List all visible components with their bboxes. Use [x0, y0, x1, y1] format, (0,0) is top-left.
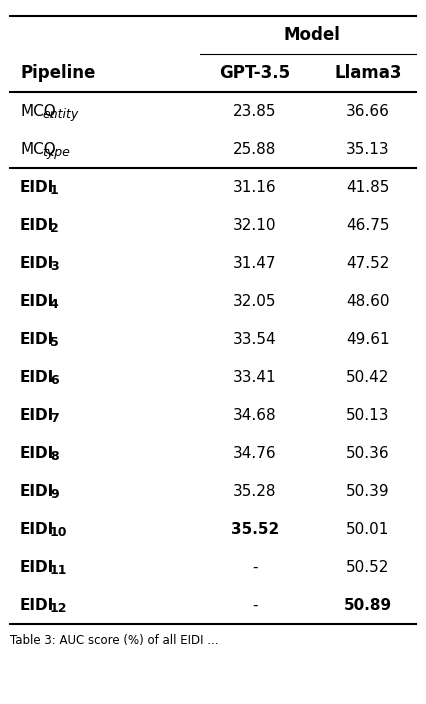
Text: 6: 6 — [50, 374, 58, 386]
Text: MCQ: MCQ — [20, 142, 56, 156]
Text: MCQ: MCQ — [20, 103, 56, 118]
Text: EIDI: EIDI — [20, 218, 54, 232]
Text: 50.39: 50.39 — [346, 484, 390, 498]
Text: -: - — [252, 560, 258, 574]
Text: GPT-3.5: GPT-3.5 — [219, 64, 291, 82]
Text: 2: 2 — [50, 222, 59, 234]
Text: 50.52: 50.52 — [346, 560, 390, 574]
Text: 12: 12 — [50, 602, 67, 615]
Text: EIDI: EIDI — [20, 484, 54, 498]
Text: EIDI: EIDI — [20, 332, 54, 346]
Text: Model: Model — [283, 26, 340, 44]
Text: 31.47: 31.47 — [233, 256, 277, 270]
Text: 5: 5 — [50, 336, 59, 348]
Text: 35.13: 35.13 — [346, 142, 390, 156]
Text: EIDI: EIDI — [20, 256, 54, 270]
Text: 50.42: 50.42 — [346, 370, 390, 384]
Text: EIDI: EIDI — [20, 180, 54, 194]
Text: EIDI: EIDI — [20, 294, 54, 308]
Text: 33.54: 33.54 — [233, 332, 277, 346]
Text: 48.60: 48.60 — [346, 294, 390, 308]
Text: 32.05: 32.05 — [233, 294, 277, 308]
Text: Pipeline: Pipeline — [20, 64, 95, 82]
Text: 35.28: 35.28 — [233, 484, 277, 498]
Text: 4: 4 — [50, 298, 59, 310]
Text: 50.01: 50.01 — [346, 522, 390, 536]
Text: type: type — [43, 146, 70, 158]
Text: 49.61: 49.61 — [346, 332, 390, 346]
Text: 32.10: 32.10 — [233, 218, 277, 232]
Text: -: - — [252, 598, 258, 612]
Text: EIDI: EIDI — [20, 522, 54, 536]
Text: 41.85: 41.85 — [346, 180, 390, 194]
Text: 23.85: 23.85 — [233, 103, 277, 118]
Text: 34.76: 34.76 — [233, 446, 277, 460]
Text: 50.13: 50.13 — [346, 408, 390, 422]
Text: 11: 11 — [50, 564, 67, 577]
Text: 31.16: 31.16 — [233, 180, 277, 194]
Text: 7: 7 — [50, 412, 59, 425]
Text: 47.52: 47.52 — [346, 256, 390, 270]
Text: 8: 8 — [50, 450, 58, 463]
Text: 33.41: 33.41 — [233, 370, 277, 384]
Text: entity: entity — [43, 108, 79, 120]
Text: 35.52: 35.52 — [231, 522, 279, 536]
Text: EIDI: EIDI — [20, 598, 54, 612]
Text: EIDI: EIDI — [20, 408, 54, 422]
Text: 3: 3 — [50, 260, 58, 272]
Text: 50.89: 50.89 — [344, 598, 392, 612]
Text: Table 3: AUC score (%) of all EIDI ...: Table 3: AUC score (%) of all EIDI ... — [10, 634, 219, 647]
Text: 9: 9 — [50, 488, 58, 501]
Text: 50.36: 50.36 — [346, 446, 390, 460]
Text: 36.66: 36.66 — [346, 103, 390, 118]
Text: 46.75: 46.75 — [346, 218, 390, 232]
Text: EIDI: EIDI — [20, 446, 54, 460]
Text: Llama3: Llama3 — [334, 64, 402, 82]
Text: 10: 10 — [50, 526, 67, 539]
Text: 1: 1 — [50, 184, 59, 196]
Text: EIDI: EIDI — [20, 370, 54, 384]
Text: 25.88: 25.88 — [233, 142, 277, 156]
Text: EIDI: EIDI — [20, 560, 54, 574]
Text: 34.68: 34.68 — [233, 408, 277, 422]
